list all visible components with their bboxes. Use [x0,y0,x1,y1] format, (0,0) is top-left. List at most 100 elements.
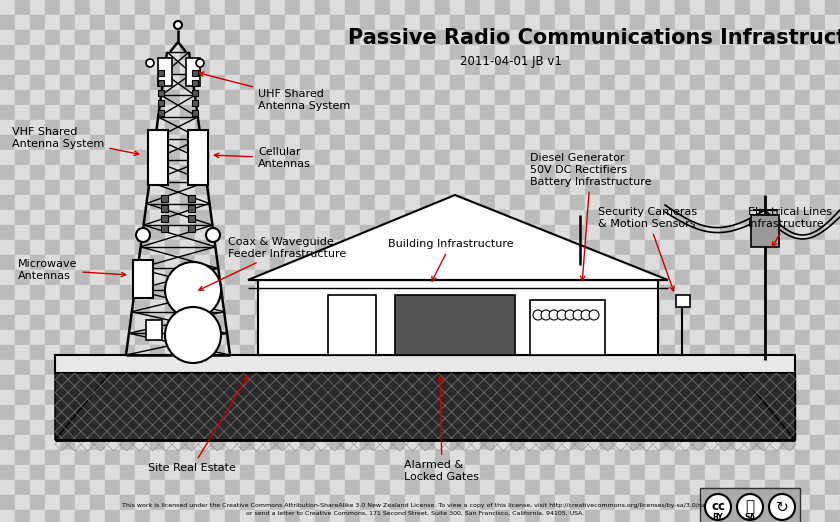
Bar [675,105,690,120]
Bar [720,180,735,195]
Bar [375,165,390,180]
Bar [105,30,120,45]
Bar [30,120,45,135]
Bar [150,135,165,150]
Text: UHF Shared
Antenna System: UHF Shared Antenna System [199,72,350,111]
Bar [30,435,45,450]
Bar [645,195,660,210]
Bar [315,435,330,450]
Bar [420,390,435,405]
Bar [540,465,555,480]
Bar [615,210,630,225]
Bar [345,450,360,465]
Bar [375,495,390,510]
Bar [345,15,360,30]
Bar [45,345,60,360]
Bar [135,165,150,180]
Bar [510,135,525,150]
Bar [345,45,360,60]
Bar [150,390,165,405]
Bar [825,210,840,225]
Bar [825,105,840,120]
Bar [60,210,75,225]
Bar [390,330,405,345]
Bar [630,135,645,150]
Bar [360,330,375,345]
Bar [630,375,645,390]
Bar [540,315,555,330]
Bar [300,375,315,390]
Bar [360,360,375,375]
Bar [450,390,465,405]
Bar [195,195,210,210]
Bar [675,240,690,255]
Bar [30,375,45,390]
Bar [255,120,270,135]
Bar [45,450,60,465]
Bar [600,30,615,45]
Bar [180,375,195,390]
Bar [285,75,300,90]
Bar [405,345,420,360]
Bar [525,420,540,435]
Bar [690,105,705,120]
Circle shape [165,262,221,318]
Bar [525,165,540,180]
Bar [765,510,780,522]
Bar [570,255,585,270]
Bar [465,0,480,15]
Bar [510,405,525,420]
Text: ↻: ↻ [775,500,789,515]
Bar [720,270,735,285]
Bar [450,405,465,420]
Bar [390,45,405,60]
Bar [30,450,45,465]
Bar [315,450,330,465]
Bar [0,360,15,375]
Bar [495,255,510,270]
Bar [45,375,60,390]
Bar [300,0,315,15]
Bar [705,375,720,390]
Bar [30,105,45,120]
Bar [780,45,795,60]
Bar [720,0,735,15]
Bar [90,135,105,150]
Bar [165,120,180,135]
Bar [435,150,450,165]
Bar [540,120,555,135]
Bar [735,165,750,180]
Bar [765,120,780,135]
Bar [165,375,180,390]
Bar [195,225,210,240]
Bar [690,420,705,435]
Bar [330,150,345,165]
Bar [375,435,390,450]
Bar [480,300,495,315]
Bar [390,435,405,450]
Bar [255,495,270,510]
Bar [765,495,780,510]
Bar [780,315,795,330]
Bar [270,435,285,450]
Bar [105,60,120,75]
Bar [225,105,240,120]
Bar [30,225,45,240]
Bar [75,225,90,240]
Bar [120,210,135,225]
Circle shape [769,494,795,520]
Text: Building Infrastructure: Building Infrastructure [388,239,513,281]
Bar [795,165,810,180]
Bar [0,495,15,510]
Bar [165,255,180,270]
Bar [585,375,600,390]
Bar [375,60,390,75]
Bar [615,30,630,45]
Bar [180,240,195,255]
Bar [675,495,690,510]
Bar [495,420,510,435]
Bar [735,360,750,375]
Bar [630,60,645,75]
Bar [525,435,540,450]
Bar [480,90,495,105]
